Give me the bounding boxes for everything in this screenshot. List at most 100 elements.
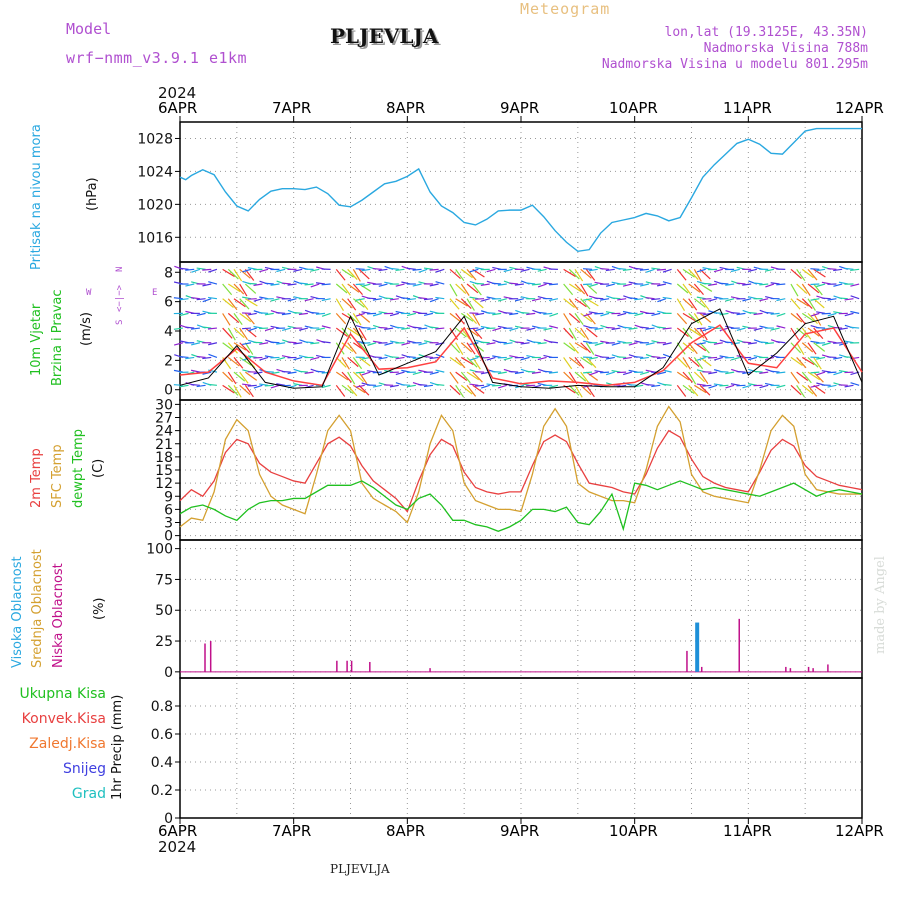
wind-barb [227,371,237,385]
cloud-low-bar [807,666,810,672]
wind-barb [682,298,694,309]
wind-barb [304,298,314,302]
wind-barb [821,342,831,346]
wind-barb [429,268,439,271]
wind-barb [850,326,860,329]
wind-barb [702,355,712,359]
wind-barb [696,268,706,273]
wind-barb [222,327,233,339]
wind-barb [807,298,816,311]
wind-barb [253,298,263,302]
wind-barb [475,327,485,332]
wind-barb [645,383,655,386]
date-label: 10APR [609,99,658,117]
wind-barb [838,369,848,373]
y-tick-label: 18 [155,450,173,466]
wind-barb [776,371,786,374]
wind-barb [759,371,769,374]
wind-barb [466,298,475,311]
wind-barb [264,384,274,387]
wind-barb [656,356,666,360]
wind-barb [708,298,718,302]
wind-barb [548,371,559,374]
wind-barb [639,268,649,271]
wind-barb [563,283,574,296]
wind-barb [179,312,189,317]
wind-barb [514,298,524,302]
wind-barb [227,342,238,354]
wind-barb [753,312,763,316]
wind-barb [472,371,483,383]
wind-barb [531,341,541,344]
wind-barb [850,310,860,314]
wind-barb [776,283,786,286]
wind-barb [702,282,712,285]
wind-barb [449,371,459,384]
wind-barb [605,283,615,287]
temp-2m-line [179,429,863,513]
wind-barb [742,341,752,344]
wind-barb [796,342,805,356]
wind-barb [239,312,252,323]
wind-barb [568,356,581,367]
wind-barb [460,268,473,279]
wind-barb [460,371,471,384]
wind-barb [276,356,286,361]
wind-barb [713,383,723,386]
wind-barb [770,370,780,373]
wind-barb [208,268,218,273]
wind-barb [173,297,183,300]
wind-barb [335,371,349,381]
wind-barb [412,326,422,329]
wind-barb [796,384,805,398]
wind-barb [259,383,269,386]
wind-barb [287,283,297,286]
wind-barb [384,327,394,331]
wind-barb [583,340,593,344]
wind-barb [196,384,206,388]
wind-barb [509,282,519,285]
wind-barb [412,268,422,271]
cloud-low-bar [204,643,206,672]
wind-barb [719,312,729,316]
wind-barb [341,371,352,383]
wind-barb [676,371,690,381]
wind-barb [790,356,803,366]
wind-barb [796,268,806,282]
wind-barb [341,298,353,309]
wind-barb [492,384,502,387]
wind-barb [202,356,212,360]
cloud-low-bar [789,668,792,672]
wind-barb [656,283,667,287]
wind-barb [594,370,604,373]
wind-barb [696,296,706,300]
wind-barb [563,342,576,352]
wind-barb [406,312,417,317]
wind-barb [469,383,479,386]
lonlat-label: lon,lat (19.3125E, 43.35N) [664,25,869,40]
wind-barb [622,356,632,360]
wind-barb [790,384,802,396]
wind-barb [358,371,368,385]
wind-barb [827,312,837,317]
wind-barb [574,385,583,398]
wind-barb [475,312,485,316]
wind-barb [358,384,370,396]
wind-barb [699,342,710,354]
wind-barb [776,298,786,302]
wind-barb [435,281,445,285]
wind-barb [367,370,377,373]
wind-barb [827,298,837,301]
wind-barb [764,311,774,314]
wind-barb [245,371,258,381]
wind-barb [412,371,422,376]
wind-barb [676,298,686,312]
model-label: Model [66,20,112,38]
wind-barb [293,268,303,272]
wind-barb [287,298,297,302]
wind-barb [435,327,445,330]
wind-barb [688,384,699,397]
wind-barb [358,268,370,280]
wind-barb [568,384,580,396]
wind-barb [233,371,246,382]
